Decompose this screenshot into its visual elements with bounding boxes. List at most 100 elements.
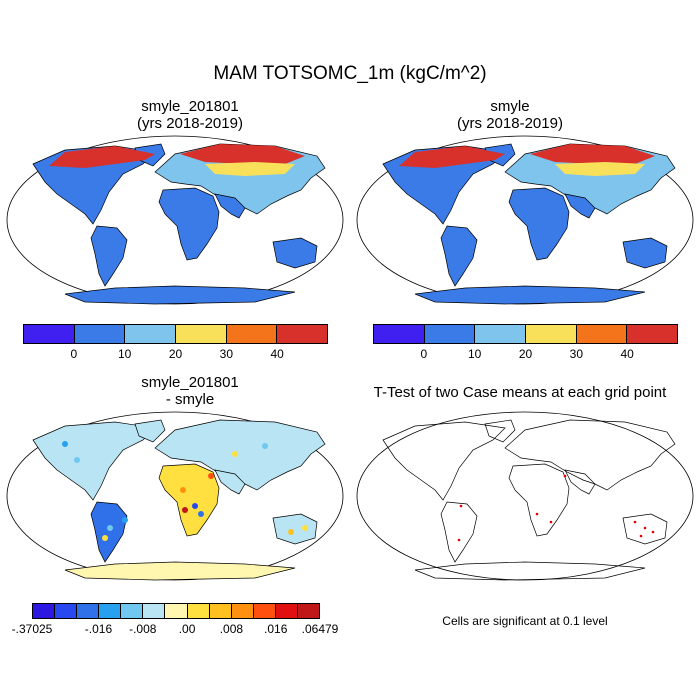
continent-africa (508, 187, 570, 261)
significant-cell-marker (459, 504, 463, 508)
colorbar-swatch (277, 325, 328, 343)
colorbar-swatch (55, 604, 78, 618)
colorbar-swatch (627, 325, 678, 343)
difference-cell (182, 507, 188, 513)
colorbar-swatch (99, 604, 122, 618)
panel-1-title-line1: smyle_201801 (141, 98, 239, 115)
colorbar-swatch (209, 604, 232, 618)
colorbar-tick-label: 40 (270, 347, 284, 361)
continent-australia (272, 513, 318, 545)
panel-3-title: smyle_201801 - smyle (30, 374, 350, 408)
difference-cell (74, 457, 80, 463)
colorbar-swatch (74, 325, 126, 343)
colorbar-tick-label: .016 (264, 622, 288, 636)
panel-1-colorbar (23, 324, 328, 344)
colorbar-swatch (77, 604, 100, 618)
continent-greenland (484, 419, 516, 443)
colorbar-swatch (576, 325, 628, 343)
continent-antarctica (64, 285, 296, 305)
difference-cell (288, 529, 294, 535)
difference-cell (122, 517, 128, 523)
panel-2-map (356, 135, 694, 305)
colorbar-swatch (424, 325, 476, 343)
colorbar-swatch (297, 604, 320, 618)
panel-4-title: T-Test of two Case means at each grid po… (350, 384, 690, 401)
continent-antarctica (414, 561, 646, 581)
colorbar-swatch (121, 604, 144, 618)
continent-south-america (440, 501, 478, 563)
continent-south-america (90, 225, 128, 287)
colorbar-swatch (475, 325, 527, 343)
continent-greenland (134, 419, 166, 443)
significant-cell-marker (549, 520, 553, 524)
panel-2-title: smyle (yrs 2018-2019) (350, 98, 670, 132)
colorbar-tick-label: 30 (569, 347, 584, 361)
mid-value-region (205, 162, 295, 176)
difference-cell (302, 525, 308, 531)
significant-cell-marker (633, 520, 637, 524)
significant-cell-marker (639, 534, 643, 538)
colorbar-swatch (125, 325, 177, 343)
colorbar-tick-label: 40 (620, 347, 634, 361)
panel-1-map (6, 135, 344, 305)
colorbar-swatch (33, 604, 56, 618)
continent-australia (622, 513, 668, 545)
colorbar-tick-label: 20 (518, 347, 533, 361)
difference-cell (180, 487, 186, 493)
significant-cell-marker (651, 530, 655, 534)
mid-value-region (555, 162, 645, 176)
difference-cell (102, 535, 108, 541)
significant-cell-marker (563, 474, 567, 478)
panel-1-title: smyle_201801 (yrs 2018-2019) (30, 98, 350, 132)
colorbar-swatch (231, 604, 254, 618)
difference-cell (107, 525, 113, 531)
colorbar-tick-label: 10 (467, 347, 482, 361)
difference-cell (198, 511, 204, 517)
colorbar-tick-label: -.008 (129, 622, 157, 636)
colorbar-tick-label: .06479 (301, 622, 339, 636)
difference-cell (208, 473, 214, 479)
panel-3-colorbar (32, 603, 320, 619)
panel-4-map (356, 411, 694, 581)
colorbar-tick-label: 10 (117, 347, 132, 361)
difference-cell (292, 437, 298, 443)
colorbar-tick-label: .00 (178, 622, 196, 636)
colorbar-swatch (176, 325, 227, 343)
significant-cell-marker (535, 512, 539, 516)
colorbar-swatch (187, 604, 210, 618)
panel-3-map (6, 411, 344, 581)
colorbar-tick-label: 0 (70, 347, 78, 361)
panel-2-title-line1: smyle (490, 98, 530, 115)
continent-antarctica (64, 561, 296, 581)
colorbar-swatch (24, 325, 75, 343)
colorbar-tick-label: -.016 (84, 622, 113, 636)
colorbar-tick-label: 30 (219, 347, 234, 361)
continent-australia (622, 237, 668, 269)
panel-1-title-line2: (yrs 2018-2019) (137, 115, 243, 132)
continent-arabia-india (564, 469, 596, 495)
panel-2-title-line2: (yrs 2018-2019) (457, 115, 563, 132)
continent-africa (158, 187, 220, 261)
difference-cell (262, 443, 268, 449)
continent-europe-asia (154, 419, 326, 491)
map-frame (356, 411, 694, 581)
continent-south-america (90, 501, 128, 563)
panel-3-title-line1: smyle_201801 (141, 374, 239, 391)
colorbar-tick-label: .008 (219, 622, 244, 636)
continent-arabia-india (564, 193, 596, 219)
significance-note: Cells are significant at 0.1 level (442, 614, 608, 628)
colorbar-swatch (526, 325, 577, 343)
continent-south-america (440, 225, 478, 287)
colorbar-swatch (143, 604, 166, 618)
continent-antarctica (414, 285, 646, 305)
high-value-region (49, 144, 305, 168)
difference-cell (62, 441, 68, 447)
panel-3-title-line2: - smyle (165, 391, 215, 408)
figure-title: MAM TOTSOMC_1m (kgC/m^2) (213, 63, 487, 84)
panel-4-title-line1: T-Test of two Case means at each grid po… (373, 384, 667, 401)
continent-north-america (382, 421, 506, 501)
colorbar-tick-label: -.37025 (11, 622, 53, 636)
continent-arabia-india (214, 469, 246, 495)
colorbar-tick-label: 20 (168, 347, 183, 361)
continent-africa (508, 463, 570, 537)
